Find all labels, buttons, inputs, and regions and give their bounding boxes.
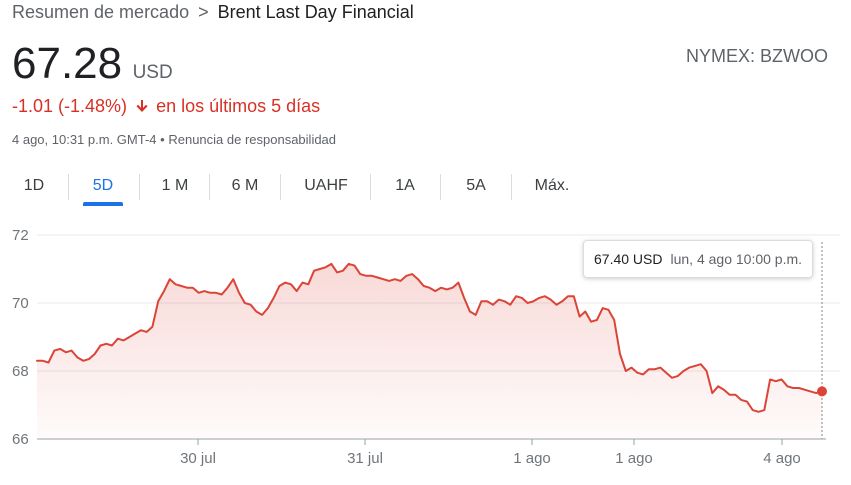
tab-1d[interactable]: 1D [11, 166, 57, 206]
tab-5d-label: 5D [92, 177, 114, 194]
y-axis: 72 70 68 66 [12, 227, 29, 448]
y-tick-label: 70 [12, 295, 29, 312]
price-chart[interactable]: 72 70 68 66 30 jul 31 jul 1 ago 1 ago 4 ago [0, 222, 851, 485]
tab-max-label: Máx. [534, 177, 570, 194]
tab-divider [440, 174, 441, 200]
price-change-value: -1.01 (-1.48%) [12, 96, 128, 116]
breadcrumb-current-instrument: Brent Last Day Financial [217, 2, 414, 22]
arrow-down-icon [136, 95, 148, 119]
hover-point-marker [817, 386, 827, 397]
x-tick-label: 4 ago [763, 450, 801, 467]
x-axis: 30 jul 31 jul 1 ago 1 ago 4 ago [180, 439, 801, 467]
tab-divider [370, 174, 371, 200]
tab-1m-label: 1 M [161, 177, 189, 194]
x-tick-label: 31 jul [347, 450, 383, 467]
chart-tooltip: 67.40 USD lun, 4 ago 10:00 p.m. [583, 240, 814, 278]
y-tick-label: 72 [12, 227, 29, 244]
price-area [37, 263, 822, 439]
x-tick-label: 1 ago [513, 450, 551, 467]
tab-1y[interactable]: 1A [382, 166, 428, 206]
tab-6m[interactable]: 6 M [222, 166, 268, 206]
y-tick-label: 66 [12, 431, 29, 448]
current-price: 67.28 [12, 39, 123, 88]
y-tick-label: 68 [12, 363, 29, 380]
bullet-separator: • [160, 132, 165, 147]
breadcrumb: Resumen de mercado > Brent Last Day Fina… [12, 0, 414, 24]
ticker-symbol: NYMEX: BZWOO [685, 46, 828, 66]
quote-timestamp: 4 ago, 10:31 p.m. GMT-4 [12, 132, 157, 147]
disclaimer-link[interactable]: Renuncia de responsabilidad [168, 132, 337, 147]
breadcrumb-separator: > [198, 2, 209, 22]
price-change-period: en los últimos 5 días [156, 96, 321, 116]
tab-ytd[interactable]: UAHF [294, 166, 358, 206]
tooltip-time: lun, 4 ago 10:00 p.m. [670, 251, 803, 267]
tab-1d-label: 1D [23, 177, 45, 194]
tooltip-price: 67.40 USD [594, 251, 663, 267]
tab-6m-label: 6 M [231, 177, 259, 194]
active-tab-indicator [83, 202, 123, 206]
price-change-row: -1.01 (-1.48%) en los últimos 5 días [12, 94, 320, 119]
tab-divider [280, 174, 281, 200]
x-tick-label: 1 ago [615, 450, 653, 467]
price-row: 67.28 USD [12, 38, 173, 90]
x-tick-label: 30 jul [180, 450, 216, 467]
tab-5y-label: 5A [466, 177, 486, 194]
price-line [36, 262, 823, 413]
tab-divider [209, 174, 210, 200]
tab-divider [68, 174, 69, 200]
tab-1m[interactable]: 1 M [152, 166, 198, 206]
quote-timestamp-row: 4 ago, 10:31 p.m. GMT-4 • Renuncia de re… [12, 132, 336, 147]
tab-divider [511, 174, 512, 200]
tab-max[interactable]: Máx. [524, 166, 580, 206]
tab-5d[interactable]: 5D [80, 166, 126, 206]
breadcrumb-market-summary-link[interactable]: Resumen de mercado [12, 2, 190, 22]
tab-divider [139, 174, 140, 200]
currency-label: USD [132, 62, 173, 83]
tab-5y[interactable]: 5A [453, 166, 499, 206]
tab-ytd-label: UAHF [304, 177, 348, 194]
range-tabs: 1D 5D 1 M 6 M UAHF 1A 5A Máx. [0, 166, 600, 208]
tab-1y-label: 1A [395, 177, 415, 194]
